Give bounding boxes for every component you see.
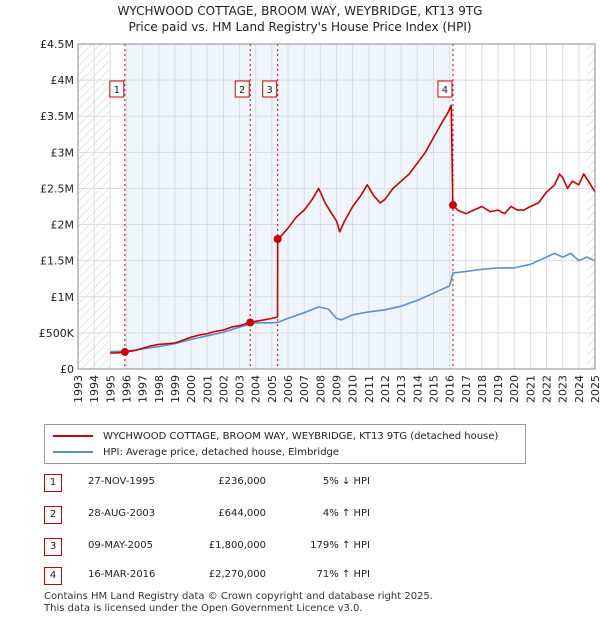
- transaction-price: £644,000: [218, 508, 266, 519]
- y-tick-label: £2.5M: [40, 182, 74, 195]
- footer-copyright: Contains HM Land Registry data © Crown c…: [44, 591, 433, 602]
- y-tick-label: £500K: [39, 327, 75, 340]
- x-tick-label: 1993: [72, 375, 85, 403]
- transaction-marker: 1: [44, 474, 62, 492]
- property-series-line: [110, 104, 596, 354]
- transaction-hpi-diff: 71% ↑ HPI: [316, 569, 370, 580]
- x-tick-label: 2022: [541, 375, 554, 403]
- chart-title-line2: Price paid vs. HM Land Registry's House …: [128, 20, 472, 34]
- x-tick-label: 2009: [331, 375, 344, 403]
- x-tick-label: 1996: [120, 375, 133, 403]
- transaction-marker: 4: [44, 567, 62, 585]
- hatched-region: [586, 44, 595, 369]
- sale-label-text: 1: [114, 85, 120, 96]
- chart-legend: WYCHWOOD COTTAGE, BROOM WAY, WEYBRIDGE, …: [44, 424, 526, 464]
- plot-frame: [77, 43, 596, 370]
- sale-point: [120, 347, 129, 356]
- x-tick-label: 2023: [557, 375, 570, 403]
- sale-label-box: [109, 80, 125, 98]
- legend-swatch-property: [53, 435, 93, 437]
- legend-item-property: WYCHWOOD COTTAGE, BROOM WAY, WEYBRIDGE, …: [53, 429, 498, 443]
- hpi-series-line: [110, 252, 596, 353]
- sale-point: [246, 318, 255, 327]
- legend-swatch-hpi: [53, 451, 93, 453]
- transaction-row: 4 16-MAR-2016 £2,270,000 71% ↑ HPI: [44, 567, 584, 585]
- transaction-price: £236,000: [218, 476, 266, 487]
- transaction-date: 27-NOV-1995: [88, 476, 155, 487]
- x-tick-label: 2021: [524, 375, 537, 403]
- x-tick-label: 2008: [314, 375, 327, 403]
- x-tick-label: 2004: [250, 375, 263, 403]
- x-tick-label: 1999: [169, 375, 182, 403]
- x-tick-label: 2014: [411, 375, 424, 403]
- y-tick-label: £0: [60, 363, 74, 376]
- transaction-marker: 2: [44, 506, 62, 524]
- transaction-row: 2 28-AUG-2003 £644,000 4% ↑ HPI: [44, 506, 584, 524]
- transaction-row: 3 09-MAY-2005 £1,800,000 179% ↑ HPI: [44, 538, 584, 556]
- x-tick-label: 2010: [347, 375, 360, 403]
- x-tick-label: 2016: [444, 375, 457, 403]
- ownership-shading: [124, 44, 453, 369]
- sale-label-box: [262, 80, 278, 98]
- transaction-row: 1 27-NOV-1995 £236,000 5% ↓ HPI: [44, 474, 584, 492]
- x-tick-label: 1997: [137, 375, 150, 403]
- y-tick-label: £3M: [51, 146, 75, 159]
- footer-licence: This data is licensed under the Open Gov…: [44, 603, 363, 614]
- y-tick-label: £1M: [51, 291, 75, 304]
- legend-label-property: WYCHWOOD COTTAGE, BROOM WAY, WEYBRIDGE, …: [103, 430, 499, 442]
- x-tick-label: 2025: [589, 375, 600, 403]
- x-tick-label: 2007: [298, 375, 311, 403]
- x-tick-label: 1995: [104, 375, 117, 403]
- x-tick-label: 2005: [266, 375, 279, 403]
- x-tick-label: 2024: [573, 375, 586, 403]
- x-tick-label: 2013: [395, 375, 408, 403]
- sale-point: [273, 235, 282, 243]
- x-tick-label: 2006: [282, 375, 295, 403]
- legend-item-hpi: HPI: Average price, detached house, Elmb…: [53, 445, 339, 459]
- y-tick-label: £1.5M: [40, 255, 74, 268]
- sale-label-text: 2: [239, 85, 245, 96]
- sale-label-text: 4: [442, 85, 448, 96]
- legend-label-hpi: HPI: Average price, detached house, Elmb…: [103, 446, 340, 458]
- x-tick-label: 2012: [379, 375, 392, 403]
- x-tick-label: 2018: [476, 375, 489, 403]
- transaction-hpi-diff: 5% ↓ HPI: [322, 476, 370, 487]
- x-tick-label: 2011: [363, 375, 376, 403]
- x-tick-label: 1998: [153, 375, 166, 403]
- transaction-date: 09-MAY-2005: [88, 540, 154, 551]
- x-tick-label: 2015: [427, 375, 440, 403]
- x-tick-label: 2001: [201, 375, 214, 403]
- sale-point: [448, 201, 457, 210]
- y-tick-label: £4M: [51, 74, 75, 87]
- transaction-date: 16-MAR-2016: [88, 569, 156, 580]
- transaction-hpi-diff: 4% ↑ HPI: [322, 508, 370, 519]
- x-tick-label: 2017: [460, 375, 473, 403]
- transaction-hpi-diff: 179% ↑ HPI: [310, 540, 370, 551]
- x-tick-label: 2003: [234, 375, 247, 403]
- x-tick-label: 2019: [492, 375, 505, 403]
- y-tick-label: £2M: [51, 219, 75, 232]
- x-tick-label: 2020: [508, 375, 521, 403]
- y-tick-label: £4.5M: [40, 38, 74, 51]
- sale-label-box: [437, 80, 453, 98]
- transaction-price: £1,800,000: [208, 540, 266, 551]
- x-tick-label: 2002: [217, 375, 230, 403]
- transaction-price: £2,270,000: [208, 569, 266, 580]
- transaction-date: 28-AUG-2003: [88, 508, 156, 519]
- transaction-marker: 3: [44, 538, 62, 556]
- sale-label-box: [234, 80, 250, 98]
- price-chart: £0 £500K £1M £1.5M £2M £2.5M £3M £3.5M £4M £4.5M 1…: [39, 38, 600, 403]
- y-tick-label: £3.5M: [40, 110, 74, 123]
- chart-title-line1: WYCHWOOD COTTAGE, BROOM WAY, WEYBRIDGE, …: [117, 4, 483, 18]
- x-tick-label: 2000: [185, 375, 198, 403]
- x-tick-label: 1994: [88, 375, 101, 403]
- sale-label-text: 3: [267, 85, 273, 96]
